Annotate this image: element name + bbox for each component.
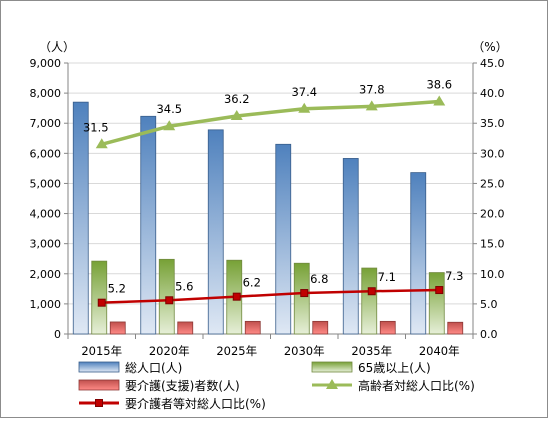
data-label-care-ratio: 7.1 [378, 270, 396, 284]
y-right-tick-label: 40.0 [480, 87, 505, 100]
y-left-tick-label: 6,000 [30, 147, 62, 160]
bar-aged-65-plus [361, 267, 378, 335]
y-right-tick-label: 5.0 [480, 298, 498, 311]
data-label-elderly-ratio: 37.8 [359, 82, 385, 96]
marker-care-ratio [232, 292, 241, 301]
y-right-unit: （%） [472, 40, 507, 54]
legend-label: 65歳以上(人) [358, 361, 431, 375]
y-right-tick-label: 25.0 [480, 177, 505, 190]
legend-label: 高齢者対総人口比(%) [358, 378, 475, 393]
x-tick-label: 2035年 [351, 344, 392, 358]
data-label-care-ratio: 5.6 [175, 279, 193, 293]
y-right-tick-label: 20.0 [480, 208, 505, 221]
y-left-tick-label: 3,000 [30, 238, 62, 251]
y-right-tick-label: 30.0 [480, 147, 505, 160]
data-label-elderly-ratio: 37.4 [291, 85, 317, 99]
y-right-tick-label: 15.0 [480, 238, 505, 251]
legend-label: 総人口(人) [125, 361, 182, 375]
data-label-care-ratio: 5.2 [108, 282, 126, 296]
marker-care-ratio [165, 296, 174, 305]
y-left-tick-label: 4,000 [30, 208, 62, 221]
y-left-tick-label: 8,000 [30, 87, 62, 100]
legend-swatch [311, 361, 353, 373]
bar-aged-65-plus [91, 260, 108, 335]
marker-elderly-ratio [95, 138, 108, 149]
data-label-care-ratio: 6.8 [310, 272, 328, 286]
y-left-tick-label: 5,000 [30, 177, 62, 190]
marker-care-ratio [367, 287, 376, 296]
bar-care-recipients [447, 321, 464, 335]
y-right-tick-label: 35.0 [480, 117, 505, 130]
marker-elderly-ratio [433, 95, 446, 106]
marker-care-ratio [300, 289, 309, 298]
legend-marker [95, 399, 103, 407]
marker-elderly-ratio [230, 109, 243, 120]
data-label-care-ratio: 7.3 [445, 269, 463, 283]
bar-total-population [140, 115, 157, 335]
legend-label: 要介護(支援)者数(人) [125, 378, 240, 393]
data-label-elderly-ratio: 34.5 [156, 102, 182, 116]
y-right-tick-label: 45.0 [480, 57, 505, 70]
bar-aged-65-plus [293, 262, 310, 335]
x-tick-label: 2020年 [149, 344, 190, 358]
bar-total-population [207, 129, 224, 335]
legend-marker [326, 379, 338, 389]
y-left-tick-label: 7,000 [30, 117, 62, 130]
x-tick-label: 2040年 [419, 344, 460, 358]
marker-elderly-ratio [163, 120, 176, 131]
bar-total-population [275, 143, 292, 335]
y-right-tick-label: 10.0 [480, 268, 505, 281]
data-label-care-ratio: 6.2 [243, 276, 261, 290]
data-label-elderly-ratio: 38.6 [426, 78, 452, 92]
marker-care-ratio [435, 286, 444, 295]
legend-swatch [78, 361, 120, 373]
marker-care-ratio [97, 298, 106, 307]
data-label-elderly-ratio: 36.2 [224, 92, 250, 106]
x-tick-label: 2025年 [216, 344, 257, 358]
marker-elderly-ratio [365, 100, 378, 111]
bar-care-recipients [244, 320, 261, 335]
legend-swatch [78, 379, 120, 391]
y-left-tick-label: 2,000 [30, 268, 62, 281]
line-care-ratio [101, 288, 440, 304]
bar-aged-65-plus [428, 272, 445, 335]
marker-elderly-ratio [298, 102, 311, 113]
x-tick-label: 2015年 [81, 344, 122, 358]
bar-total-population [342, 158, 359, 335]
bar-care-recipients [312, 320, 329, 335]
legend-label: 要介護者等対総人口比(%) [125, 396, 266, 411]
bar-care-recipients [379, 320, 396, 335]
y-left-tick-label: 9,000 [30, 57, 62, 70]
bar-care-recipients [109, 321, 126, 335]
y-left-tick-label: 1,000 [30, 298, 62, 311]
x-tick-label: 2030年 [284, 344, 325, 358]
data-label-elderly-ratio: 31.5 [83, 120, 109, 134]
line-elderly-ratio [101, 99, 440, 146]
bar-total-population [72, 101, 89, 335]
y-right-tick-label: 0.0 [480, 328, 498, 341]
bar-total-population [410, 172, 427, 335]
y-left-unit: （人） [39, 40, 75, 54]
bar-care-recipients [177, 321, 194, 335]
y-left-tick-label: 0 [54, 328, 61, 341]
